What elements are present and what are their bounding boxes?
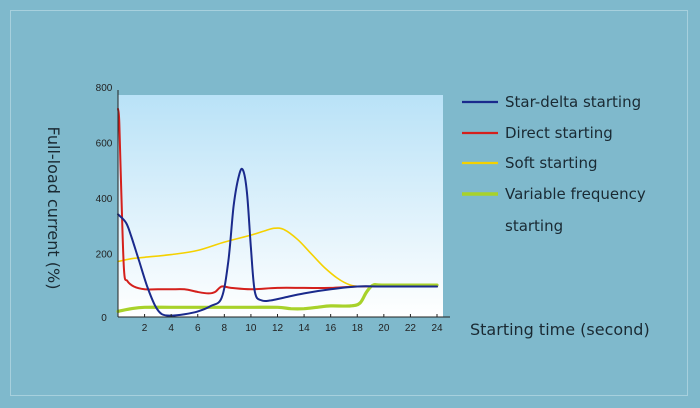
- x-tick-label: 4: [168, 323, 174, 334]
- chart-frame: [10, 10, 688, 396]
- x-tick-label: 16: [325, 323, 337, 334]
- x-tick-label: 18: [352, 323, 364, 334]
- x-tick-label: 22: [405, 323, 417, 334]
- x-tick-label: 10: [245, 323, 257, 334]
- legend-label-star-delta-starting: Star-delta starting: [505, 93, 641, 111]
- series-line-variable-frequency-starting: [116, 282, 439, 313]
- x-axis-label: Starting time (second): [470, 320, 650, 339]
- x-tick-label: 24: [431, 323, 443, 334]
- x-tick-label: 20: [378, 323, 390, 334]
- series-line-direct-starting: [117, 107, 438, 295]
- x-tick-label: 2: [142, 323, 148, 334]
- x-tick-label: 12: [272, 323, 284, 334]
- y-tick-label: 800: [96, 83, 113, 94]
- y-axis-label: Full-load current (%): [44, 127, 63, 290]
- series-line-star-delta-starting: [117, 167, 438, 317]
- plot-area: [118, 95, 443, 317]
- y-tick-label: 200: [96, 250, 113, 261]
- legend: Star-delta starting Direct starting Soft s…: [462, 93, 646, 235]
- x-tick-label: 14: [299, 323, 311, 334]
- series-layer: [116, 107, 439, 317]
- x-tick-label: 6: [195, 323, 201, 334]
- legend-label-variable-frequency-starting: Variable frequency starting: [505, 185, 646, 235]
- y-tick-label: 0: [101, 313, 107, 324]
- x-tick-label: 8: [222, 323, 228, 334]
- series-line-soft-starting: [117, 227, 438, 288]
- y-tick-label: 600: [96, 139, 113, 150]
- legend-label-soft-starting: Soft starting: [505, 154, 598, 172]
- y-tick-label: 400: [96, 194, 113, 205]
- legend-label-direct-starting: Direct starting: [505, 124, 613, 142]
